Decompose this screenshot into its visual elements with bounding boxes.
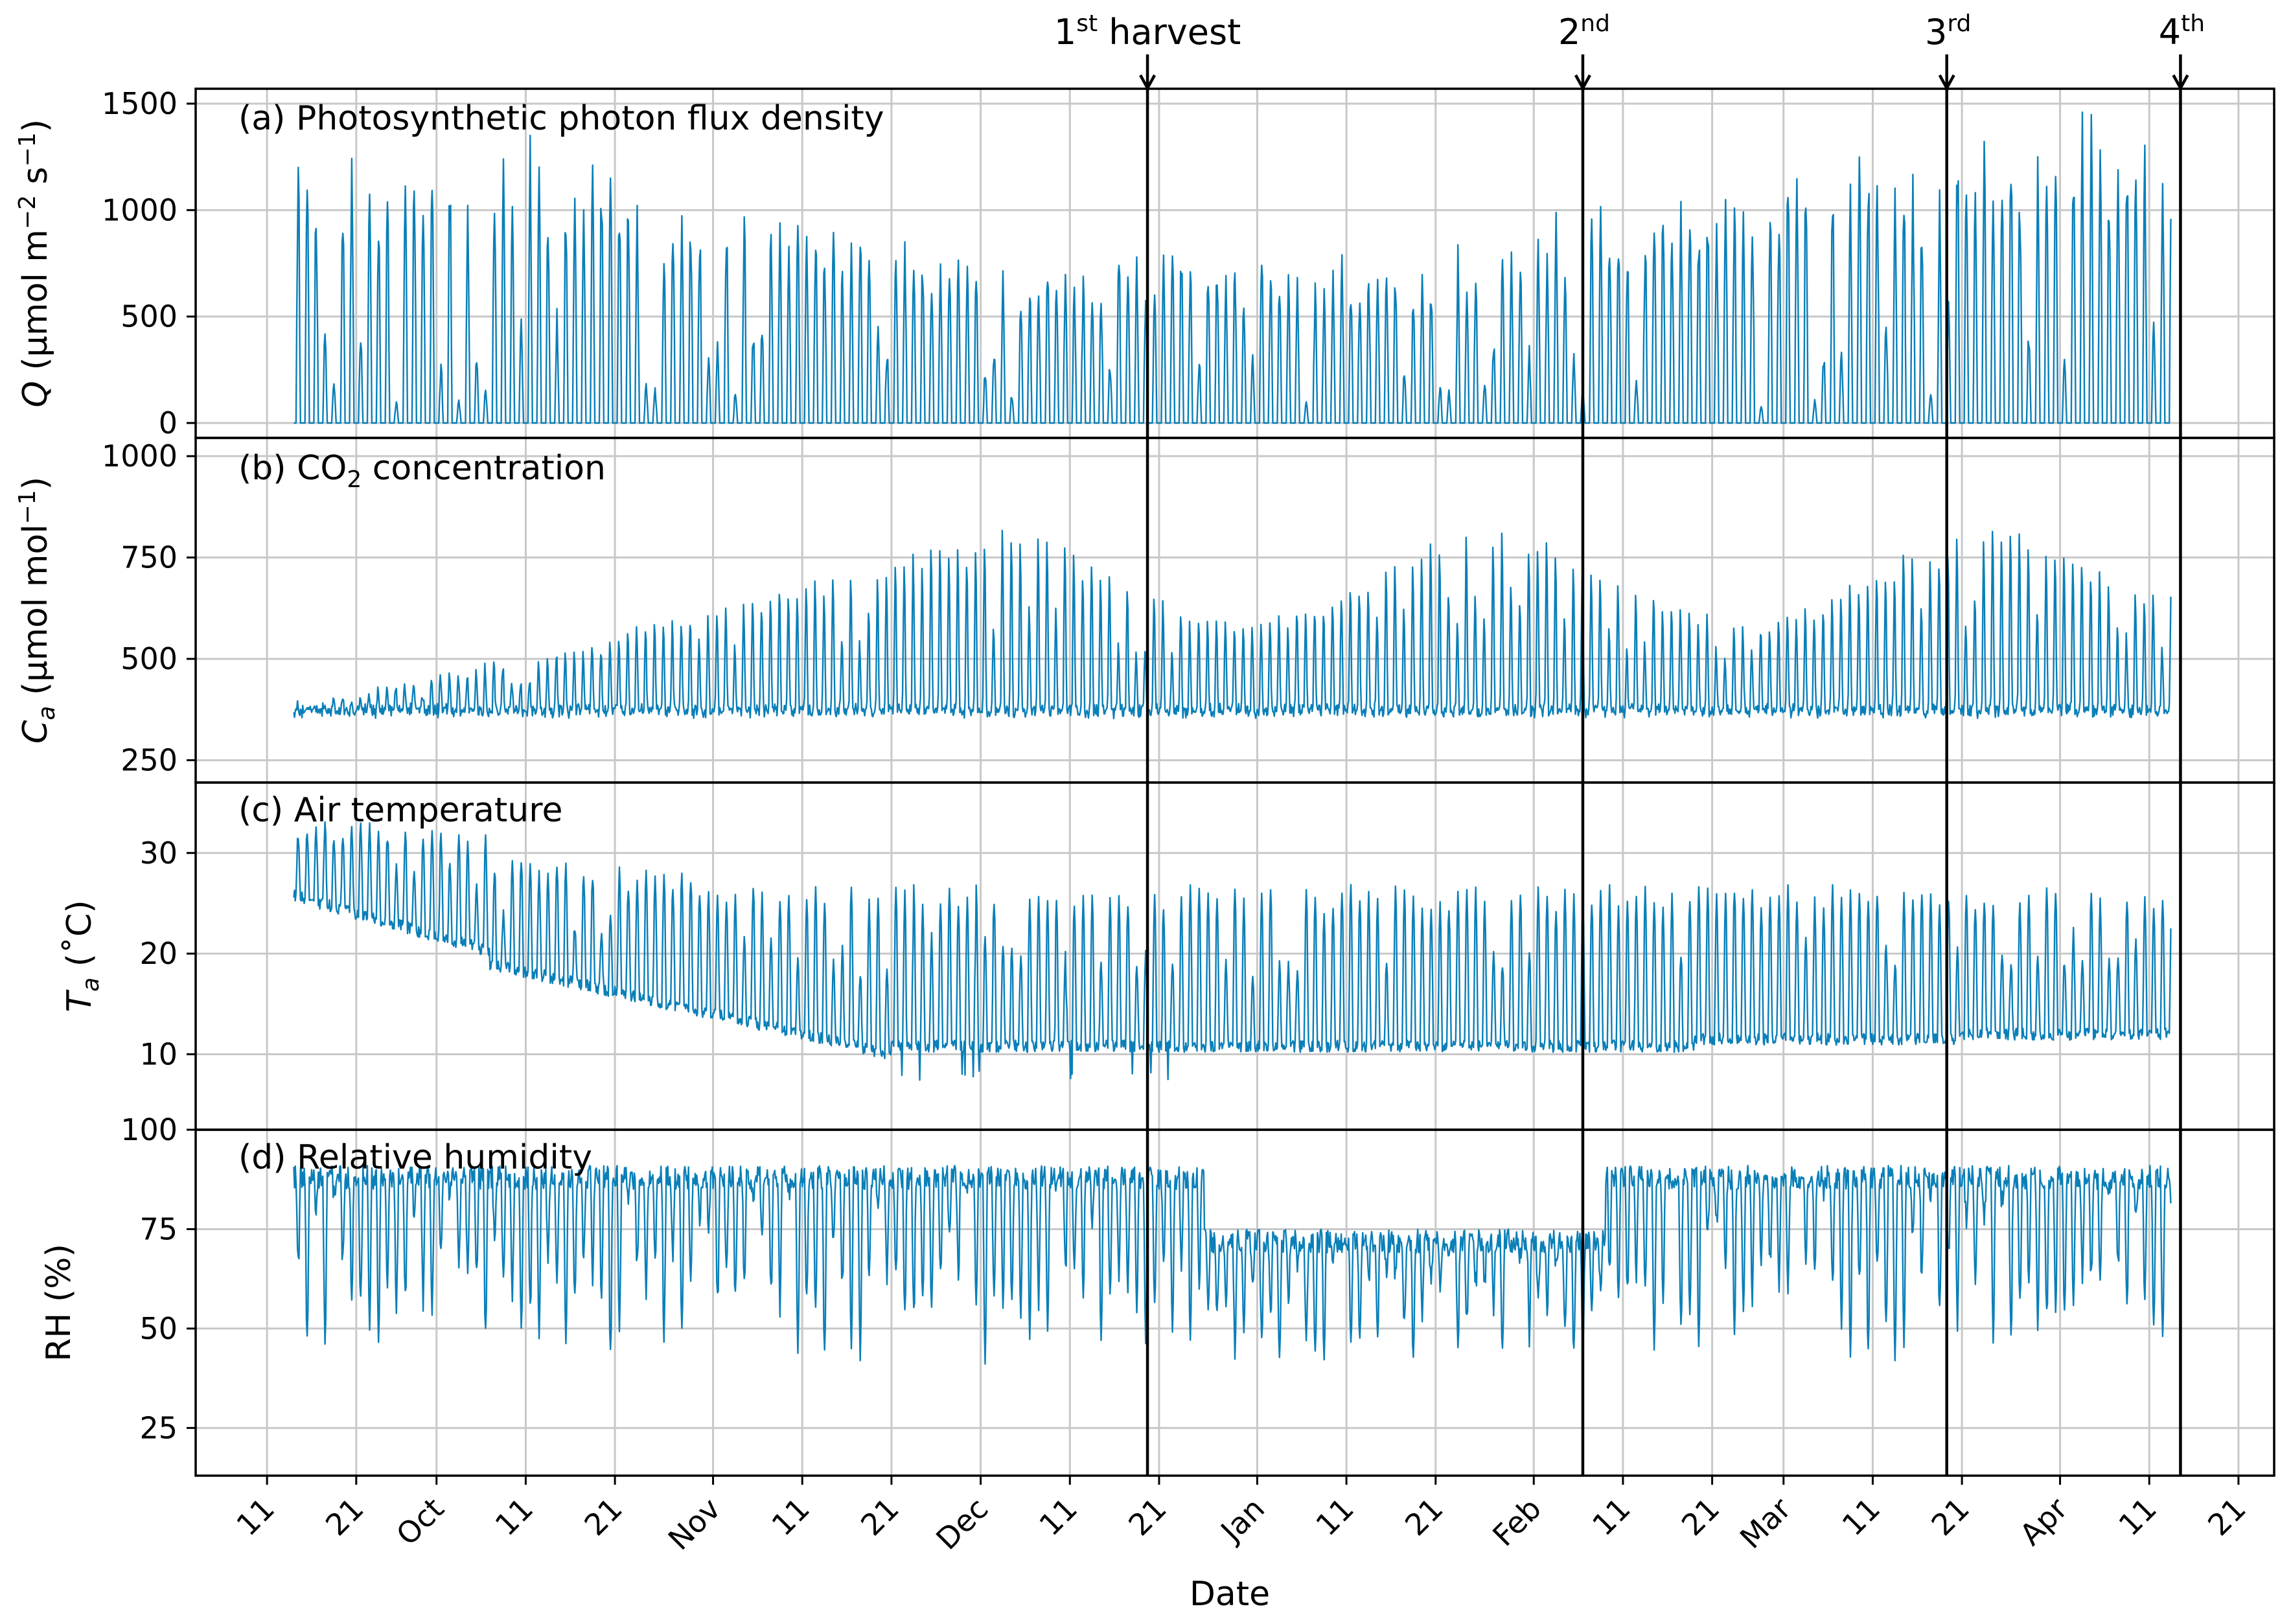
panel-title-subscript: 2	[347, 466, 362, 493]
harvest-number: 1	[1054, 12, 1076, 52]
panel-frames	[194, 87, 2275, 1477]
y-tick-label-1-2: 500	[121, 299, 178, 334]
y-tick-label-4-2: 50	[139, 1311, 178, 1346]
y-tick-label-4-3: 75	[139, 1211, 178, 1246]
y-label-symbol: C	[16, 720, 55, 744]
y-tick-label-1-1: 0	[159, 406, 178, 440]
harvest-label-1: 1st harvest	[1054, 10, 1241, 52]
y-axis-label-1: Q (μmol m−2 s−1)	[14, 119, 55, 407]
panel-frame-4	[194, 1128, 2275, 1477]
harvest-number: 2	[1558, 12, 1580, 52]
panel-title-text: (a) Photosynthetic photon flux density	[238, 99, 884, 138]
y-tick-label-3-3: 30	[139, 836, 178, 871]
y-tick-label-3-2: 20	[139, 936, 178, 971]
panel-title-text: (c) Air temperature	[238, 791, 562, 830]
series-line-Ta	[293, 821, 2172, 1081]
y-tick-label-2-1: 250	[121, 743, 178, 778]
harvest-word: harvest	[1098, 12, 1241, 52]
y-label-subscript: a	[78, 978, 104, 992]
y-axis-label-3: Ta (˚C)	[60, 900, 104, 1012]
y-tick-label-1-3: 1000	[102, 192, 178, 227]
panel-title-text: (b) CO	[238, 449, 347, 488]
y-tick-label-2-2: 500	[121, 641, 178, 676]
y-label-subscript: a	[34, 706, 60, 720]
x-axis-label: Date	[1190, 1575, 1270, 1614]
harvest-number: 3	[1925, 12, 1947, 52]
y-tick-label-2-3: 750	[121, 540, 178, 575]
panel-title-rest: concentration	[362, 449, 606, 488]
harvest-ordinal-suffix: th	[2181, 10, 2205, 37]
series-line-Q	[294, 111, 2172, 424]
y-axis-label-2: Ca (μmol mol−1)	[14, 477, 60, 744]
panel-title-4: (d) Relative humidity	[238, 1138, 592, 1177]
y-label-symbol: T	[60, 989, 99, 1012]
y-tick-label-2-4: 1000	[102, 439, 178, 474]
y-tick-label-3-1: 10	[139, 1036, 178, 1071]
panel-title-1: (a) Photosynthetic photon flux density	[238, 99, 884, 138]
y-label-units-mid: s	[16, 166, 55, 195]
series-layer	[293, 111, 2172, 1365]
harvest-ordinal-suffix: rd	[1947, 10, 1971, 37]
y-tick-label-4-1: 25	[139, 1410, 178, 1445]
harvest-label-2: 2nd	[1558, 10, 1610, 52]
panel-title-2: (b) CO2 concentration	[238, 449, 606, 493]
series-line-Ca	[293, 529, 2172, 720]
y-label-units: (˚C)	[60, 900, 99, 977]
panel-title-3: (c) Air temperature	[238, 791, 562, 830]
harvest-label-3: 3rd	[1925, 10, 1971, 52]
y-label-superscript-1: −2	[14, 195, 41, 229]
y-label-units-end: )	[16, 477, 55, 490]
y-label-symbol: RH (%)	[40, 1244, 78, 1362]
harvest-number: 4	[2159, 12, 2181, 52]
axis-ticks	[187, 102, 2240, 1485]
series-line-RH	[293, 1165, 2172, 1365]
y-label-superscript: −1	[14, 490, 41, 524]
y-label-symbol: Q	[16, 381, 55, 407]
y-tick-label-4-4: 100	[121, 1112, 178, 1147]
y-axis-label-4: RH (%)	[40, 1244, 78, 1362]
harvest-ordinal-suffix: nd	[1580, 10, 1610, 37]
panel-title-text: (d) Relative humidity	[238, 1138, 592, 1177]
y-label-units: (μmol m	[16, 229, 55, 381]
y-label-units-end: )	[16, 119, 55, 132]
harvest-label-4: 4th	[2159, 10, 2205, 52]
y-tick-label-1-4: 1500	[102, 86, 178, 121]
y-label-units: (μmol mol	[16, 524, 55, 705]
y-label-superscript-2: −1	[14, 132, 41, 166]
harvest-ordinal-suffix: st	[1076, 10, 1098, 37]
